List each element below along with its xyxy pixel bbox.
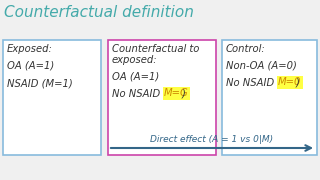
Text: NSAID (M=1): NSAID (M=1) (7, 78, 73, 88)
Text: OA (A=1): OA (A=1) (112, 71, 159, 81)
Text: Counterfactual definition: Counterfactual definition (4, 5, 194, 20)
Text: OA (A=1): OA (A=1) (7, 60, 54, 70)
Text: No NSAID (: No NSAID ( (112, 88, 167, 98)
Text: Exposed:: Exposed: (7, 44, 53, 54)
Bar (222, 40, 317, 155)
Text: Counterfactual to: Counterfactual to (112, 44, 199, 54)
Text: ): ) (295, 77, 299, 87)
Text: No NSAID (: No NSAID ( (226, 77, 281, 87)
Text: M=G: M=G (164, 88, 189, 98)
Bar (3, 40, 101, 155)
Text: exposed:: exposed: (112, 55, 158, 65)
Text: Non-OA (A=0): Non-OA (A=0) (226, 60, 297, 70)
Text: Control:: Control: (226, 44, 266, 54)
Text: ): ) (181, 88, 185, 98)
Bar (108, 40, 216, 155)
Text: M=0: M=0 (278, 77, 301, 87)
Text: Direct effect (A = 1 vs 0|M): Direct effect (A = 1 vs 0|M) (150, 135, 274, 144)
